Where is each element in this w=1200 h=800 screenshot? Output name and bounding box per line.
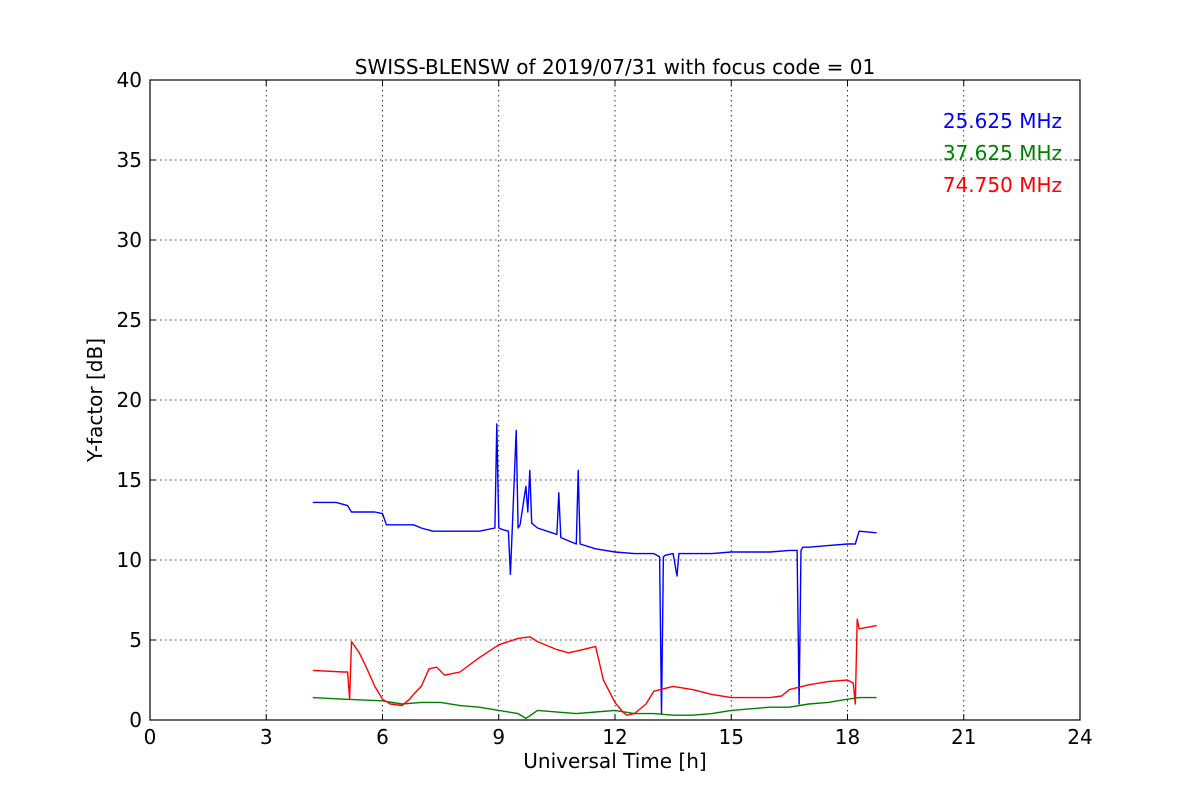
- legend: 25.625 MHz 37.625 MHz 74.750 MHz: [943, 109, 1062, 197]
- x-tick-label: 15: [719, 725, 744, 749]
- grid: [150, 80, 1080, 720]
- y-axis-label: Y-factor [dB]: [83, 338, 107, 463]
- x-axis-label: Universal Time [h]: [523, 749, 706, 773]
- x-tick-label: 24: [1067, 725, 1092, 749]
- x-tick-label: 18: [835, 725, 860, 749]
- y-tick-label: 30: [117, 228, 142, 252]
- x-tick-label: 3: [260, 725, 273, 749]
- series-line-2: [312, 696, 877, 720]
- y-tick-label: 0: [129, 708, 142, 732]
- x-tick-label: 21: [951, 725, 976, 749]
- y-tick-label: 15: [117, 468, 142, 492]
- x-tick-label: 12: [602, 725, 627, 749]
- x-tick-label: 0: [144, 725, 157, 749]
- x-tick-label: 6: [376, 725, 389, 749]
- y-tick-label: 20: [117, 388, 142, 412]
- y-tick-label: 5: [129, 628, 142, 652]
- series-line-3: [312, 618, 877, 716]
- x-tick-label: 9: [492, 725, 505, 749]
- ticks: [149, 79, 1081, 721]
- y-tick-label: 25: [117, 308, 142, 332]
- y-tick-label: 35: [117, 148, 142, 172]
- series-layer: [312, 423, 877, 720]
- y-tick-label: 10: [117, 548, 142, 572]
- tick-labels: 0 3 6 9 12 15 18 21 24 0 5 10 15 20 25 30 35 40: [117, 68, 1093, 749]
- series-line-1: [312, 423, 877, 715]
- legend-entry: 37.625 MHz: [943, 141, 1062, 165]
- legend-entry: 74.750 MHz: [943, 173, 1062, 197]
- legend-entry: 25.625 MHz: [943, 109, 1062, 133]
- y-tick-label: 40: [117, 68, 142, 92]
- chart-title: SWISS-BLENSW of 2019/07/31 with focus co…: [355, 55, 876, 79]
